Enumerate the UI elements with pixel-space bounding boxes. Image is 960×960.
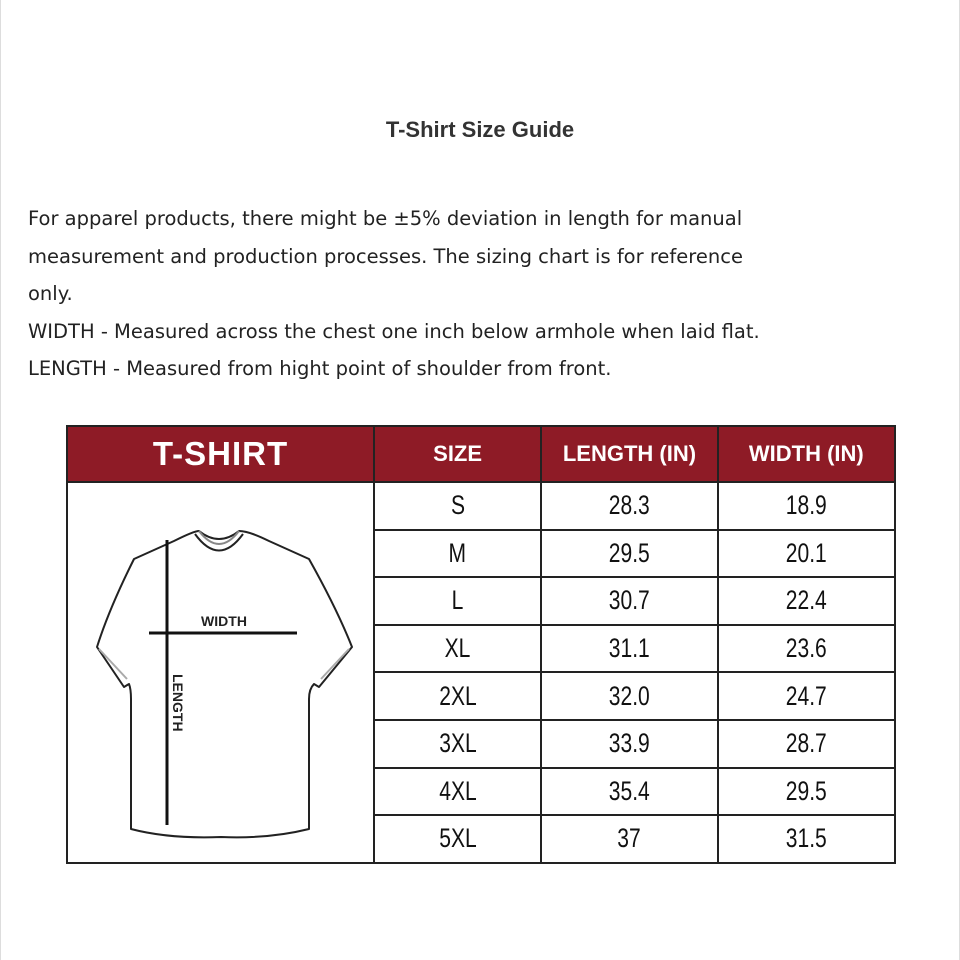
table-row: XL 31.1 23.6 [67, 623, 897, 674]
table-row: 3XL 33.9 28.7 [67, 718, 897, 769]
cell-width: 28.7 [716, 718, 897, 769]
size-value: 5XL [438, 823, 477, 854]
table-row: 2XL 32.0 24.7 [67, 671, 897, 721]
cell-size: 4XL [372, 766, 543, 817]
length-value: 29.5 [608, 537, 650, 568]
cell-width: 24.7 [716, 671, 897, 721]
tshirt-diagram: WIDTH LENGTH [95, 529, 353, 839]
cell-width: 22.4 [716, 576, 897, 626]
width-value: 24.7 [785, 680, 827, 711]
table-row: WIDTH LENGTH S 28.3 18.9 [66, 481, 897, 864]
cell-size: 5XL [372, 814, 543, 864]
width-value: 22.4 [785, 585, 827, 616]
page-title: T-Shirt Size Guide [385, 117, 575, 142]
cell-size: 3XL [372, 718, 543, 769]
cell-width: 31.5 [716, 814, 897, 864]
cell-width: 18.9 [716, 481, 897, 531]
description-line: LENGTH - Measured from hight point of sh… [28, 357, 612, 380]
size-table: T-SHIRT SIZE LENGTH (IN) WIDTH (IN) WIDT… [66, 425, 897, 864]
diagram-cell: WIDTH LENGTH [66, 481, 375, 864]
width-value: 18.9 [785, 490, 827, 521]
size-value: S [450, 490, 465, 521]
length-value: 35.4 [608, 775, 650, 806]
header-length: LENGTH (IN) [540, 425, 719, 483]
description-line: only. [28, 282, 73, 305]
page-edge-left [0, 0, 1, 960]
description: For apparel products, there might be ±5%… [28, 200, 938, 388]
tshirt-outline [95, 529, 353, 839]
width-value: 28.7 [785, 728, 827, 759]
length-value: 33.9 [608, 728, 650, 759]
length-value: 37 [617, 823, 642, 854]
size-value: M [448, 537, 467, 568]
description-line: WIDTH - Measured across the chest one in… [28, 319, 760, 343]
size-value: XL [444, 633, 471, 664]
cell-length: 32.0 [540, 671, 719, 721]
cell-length: 30.7 [540, 576, 719, 626]
size-value: 2XL [438, 680, 477, 711]
cell-width: 29.5 [716, 766, 897, 817]
cell-length: 29.5 [540, 528, 719, 579]
cell-size: M [372, 528, 543, 579]
header-tshirt: T-SHIRT [66, 425, 375, 483]
width-value: 23.6 [785, 633, 827, 664]
table-row: L 30.7 22.4 [67, 576, 897, 626]
table-row: M 29.5 20.1 [67, 528, 897, 579]
table-row: 5XL 37 31.5 [67, 814, 897, 864]
cell-size: L [372, 576, 543, 626]
width-label: WIDTH [201, 613, 247, 629]
description-line: measurement and production processes. Th… [28, 244, 743, 268]
cell-width: 23.6 [716, 623, 897, 674]
size-value: 3XL [438, 728, 477, 759]
size-value: 4XL [438, 775, 477, 806]
length-value: 30.7 [608, 585, 650, 616]
length-value: 31.1 [608, 633, 650, 664]
cell-width: 20.1 [716, 528, 897, 579]
table-row: 4XL 35.4 29.5 [67, 766, 897, 817]
cell-size: 2XL [372, 671, 543, 721]
length-label: LENGTH [170, 674, 186, 732]
header-width: WIDTH (IN) [716, 425, 897, 483]
cell-length: 31.1 [540, 623, 719, 674]
cell-length: 37 [540, 814, 719, 864]
length-value: 28.3 [608, 490, 650, 521]
cell-size: XL [372, 623, 543, 674]
cell-length: 28.3 [540, 481, 719, 531]
width-value: 20.1 [785, 537, 827, 568]
width-value: 29.5 [785, 775, 827, 806]
cell-size: S [372, 481, 543, 531]
width-value: 31.5 [785, 823, 827, 854]
description-line: For apparel products, there might be ±5%… [28, 207, 743, 230]
header-size: SIZE [372, 425, 543, 483]
cell-length: 35.4 [540, 766, 719, 817]
length-value: 32.0 [608, 680, 650, 711]
size-value: L [451, 585, 464, 616]
cell-length: 33.9 [540, 718, 719, 769]
